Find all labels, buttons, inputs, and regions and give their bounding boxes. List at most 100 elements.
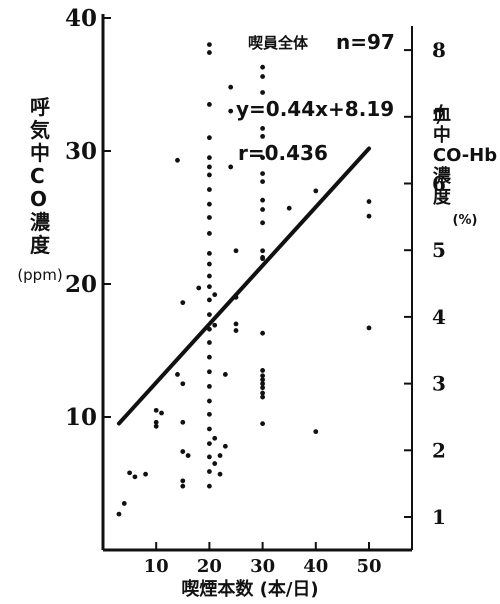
data-point	[212, 292, 218, 298]
data-point	[233, 248, 239, 254]
bottom-tick-label: 10	[144, 556, 169, 577]
bottom-tick-label: 50	[356, 556, 381, 577]
data-point	[217, 471, 223, 477]
left-tick-label: 10	[65, 404, 97, 431]
data-point	[260, 155, 265, 161]
data-point	[207, 411, 212, 417]
data-point	[260, 220, 265, 226]
right-tick-label: 7	[432, 105, 446, 129]
data-point	[260, 394, 265, 400]
data-point	[366, 213, 372, 219]
axes	[101, 14, 413, 552]
data-point	[207, 215, 212, 220]
data-point	[260, 256, 265, 262]
data-point	[207, 369, 212, 375]
data-point	[207, 312, 212, 317]
data-point	[207, 187, 212, 192]
right-tick-label: 2	[432, 438, 446, 462]
data-point	[212, 435, 218, 441]
data-point	[207, 135, 212, 141]
data-point	[260, 197, 265, 203]
data-point	[207, 231, 212, 236]
right-tick-label: 8	[432, 38, 446, 62]
right-tick-label: 5	[432, 238, 446, 262]
data-point	[143, 471, 148, 477]
data-point	[207, 297, 212, 303]
right-tick-label: 4	[432, 305, 446, 329]
annotation-r: r=0.436	[238, 141, 328, 165]
data-point	[260, 179, 265, 184]
data-point	[260, 381, 265, 387]
data-point	[207, 454, 212, 460]
data-point	[207, 42, 212, 47]
data-point	[233, 328, 239, 333]
regression-line	[116, 146, 371, 426]
right-axis-label-text: 血中 CO-Hb 濃度	[432, 104, 498, 208]
data-point	[180, 419, 186, 425]
data-point	[313, 188, 319, 194]
data-point	[207, 340, 212, 345]
data-point	[207, 164, 212, 170]
data-point	[260, 377, 265, 383]
data-point	[153, 419, 159, 425]
data-point	[260, 373, 265, 379]
annotations: 喫員全体 n=97 y=0.44x+8.19 r=0.436	[236, 30, 395, 165]
left-tick-label: 40	[65, 5, 97, 32]
data-point	[260, 248, 265, 254]
data-point	[260, 74, 265, 79]
data-point	[207, 155, 212, 161]
data-point	[207, 284, 212, 290]
right-axis-label: 血中 CO-Hb 濃度 (%)	[432, 104, 498, 229]
data-point	[180, 449, 186, 454]
data-point	[260, 330, 265, 336]
data-point	[217, 453, 223, 458]
data-point	[260, 368, 265, 373]
data-point	[222, 372, 228, 377]
data-point	[228, 108, 234, 114]
annotation-group: 喫員全体	[248, 34, 309, 52]
data-point	[260, 125, 265, 131]
data-point	[180, 300, 186, 306]
bottom-tick-label: 40	[303, 556, 328, 577]
data-point	[212, 461, 218, 466]
data-point	[159, 410, 164, 416]
data-point	[207, 398, 212, 404]
data-point	[127, 470, 132, 476]
data-point	[121, 501, 127, 506]
data-point	[116, 511, 122, 517]
data-point	[207, 172, 212, 178]
data-point	[207, 384, 212, 389]
data-point	[207, 441, 212, 446]
x-axis-label: 喫煙本数 (本/日)	[181, 579, 319, 600]
data-point	[228, 164, 234, 170]
data-point	[366, 199, 372, 204]
data-point	[233, 321, 239, 327]
data-point	[207, 50, 212, 55]
data-point	[153, 407, 159, 413]
data-point	[207, 251, 212, 256]
data-point	[260, 421, 265, 427]
bottom-tick-label: 30	[250, 556, 275, 577]
data-point	[313, 429, 319, 435]
data-point	[180, 483, 186, 489]
data-point	[260, 90, 265, 95]
right-tick-label: 6	[432, 172, 446, 196]
data-point	[207, 201, 212, 207]
data-point	[260, 64, 265, 70]
data-point	[260, 171, 265, 177]
left-tick-label: 30	[65, 138, 97, 165]
regression-line-group	[116, 146, 371, 426]
data-point	[212, 322, 218, 328]
annotation-equation: y=0.44x+8.19	[236, 97, 394, 121]
data-point	[222, 443, 228, 449]
data-point	[366, 325, 372, 331]
data-point	[286, 205, 292, 211]
data-points	[116, 42, 372, 517]
right-tick-label: 1	[432, 505, 446, 529]
data-point	[207, 102, 212, 107]
data-point	[175, 157, 180, 163]
right-axis-label-unit: (%)	[452, 213, 478, 229]
data-point	[207, 426, 212, 432]
